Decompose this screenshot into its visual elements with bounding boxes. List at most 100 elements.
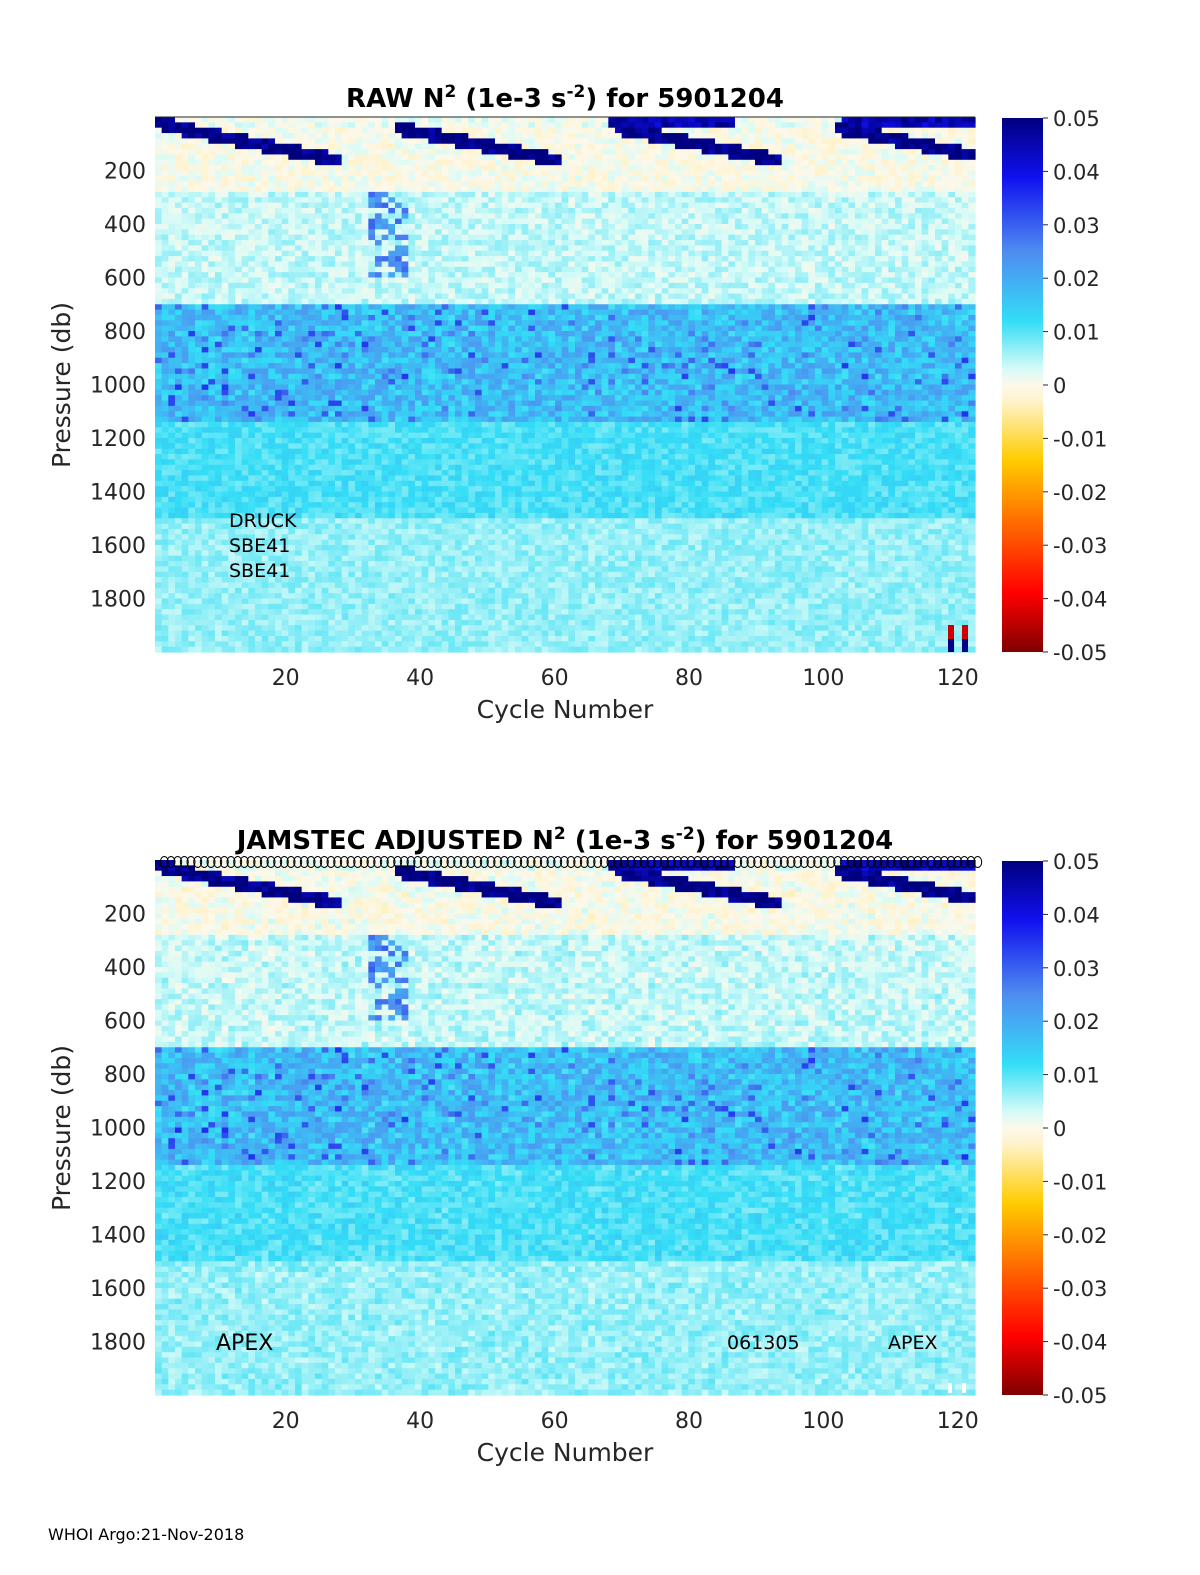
heatmap-cell [162, 240, 169, 246]
heatmap-cell [262, 615, 269, 621]
heatmap-cell [168, 326, 175, 332]
heatmap-cell [262, 160, 269, 166]
heatmap-cell [175, 304, 182, 310]
heatmap-cell [275, 149, 282, 155]
heatmap-cell [168, 315, 175, 321]
heatmap-cell [195, 122, 202, 128]
heatmap-cell [268, 465, 275, 471]
heatmap-cell [248, 315, 255, 321]
heatmap-cell [222, 604, 229, 610]
heatmap-cell [182, 433, 189, 439]
heatmap-cell [168, 176, 175, 182]
heatmap-cell [268, 497, 275, 503]
heatmap-cell [202, 144, 209, 150]
heatmap-cell [202, 245, 209, 251]
heatmap-cell [168, 486, 175, 492]
heatmap-cell [182, 379, 189, 385]
heatmap-cell [222, 240, 229, 246]
heatmap-cell [195, 566, 202, 572]
heatmap-cell [162, 540, 169, 546]
heatmap-cell [215, 149, 222, 155]
heatmap-cell [262, 438, 269, 444]
heatmap-cell [262, 582, 269, 588]
heatmap-cell [228, 272, 235, 278]
heatmap-cell [188, 294, 195, 300]
heatmap-cell [235, 406, 242, 412]
heatmap-cell [208, 395, 215, 401]
heatmap-cell [188, 438, 195, 444]
heatmap-cell [215, 545, 222, 551]
heatmap-cell [235, 245, 242, 251]
heatmap-cell [242, 475, 249, 481]
heatmap-cell [182, 475, 189, 481]
heatmap-cell [242, 144, 249, 150]
heatmap-cell [202, 465, 209, 471]
heatmap-cell [208, 310, 215, 316]
heatmap-cell [162, 229, 169, 235]
heatmap-cell [155, 508, 162, 514]
heatmap-cell [155, 229, 162, 235]
heatmap-cell [215, 475, 222, 481]
heatmap-cell [175, 245, 182, 251]
heatmap-cell [162, 187, 169, 193]
heatmap-cell [255, 288, 262, 294]
heatmap-cell [182, 133, 189, 139]
heatmap-cell [235, 240, 242, 246]
heatmap-cell [155, 502, 162, 508]
heatmap-cell [242, 299, 249, 305]
heatmap-cell [255, 256, 262, 262]
heatmap-cell [168, 320, 175, 326]
heatmap-cell [162, 566, 169, 572]
heatmap-cell [242, 331, 249, 337]
heatmap-cell [188, 235, 195, 241]
heatmap-cell [222, 331, 229, 337]
heatmap-cell [228, 593, 235, 599]
heatmap-cell [248, 401, 255, 407]
heatmap-cell [275, 176, 282, 182]
heatmap-cell [262, 368, 269, 374]
heatmap-cell [155, 235, 162, 241]
heatmap-cell [208, 572, 215, 578]
heatmap-cell [268, 171, 275, 177]
heatmap-cell [188, 411, 195, 417]
heatmap-cell [242, 181, 249, 187]
heatmap-cell [222, 443, 229, 449]
heatmap-cell [208, 379, 215, 385]
heatmap-cell [228, 224, 235, 230]
heatmap-cell [222, 187, 229, 193]
heatmap-cell [255, 615, 262, 621]
heatmap-cell [248, 385, 255, 391]
heatmap-cell [242, 203, 249, 209]
heatmap-cell [208, 411, 215, 417]
heatmap-cell [235, 470, 242, 476]
heatmap-cell [182, 197, 189, 203]
heatmap-cell [202, 363, 209, 369]
heatmap-cell [155, 518, 162, 524]
heatmap-cell [228, 449, 235, 455]
heatmap-cell [275, 122, 282, 128]
heatmap-cell [255, 641, 262, 647]
heatmap-cell [155, 192, 162, 198]
heatmap-cell [262, 352, 269, 358]
heatmap-cell [235, 609, 242, 615]
heatmap-cell [268, 615, 275, 621]
heatmap-cell [208, 433, 215, 439]
heatmap-cell [182, 149, 189, 155]
heatmap-cell [242, 411, 249, 417]
heatmap-cell [175, 566, 182, 572]
heatmap-cell [175, 358, 182, 364]
heatmap-cell [222, 160, 229, 166]
heatmap-cell [202, 326, 209, 332]
heatmap-cell [228, 267, 235, 273]
heatmap-cell [222, 599, 229, 605]
heatmap-cell [235, 497, 242, 503]
heatmap-cell [195, 363, 202, 369]
heatmap-cell [235, 315, 242, 321]
heatmap-cell [222, 385, 229, 391]
heatmap-cell [202, 486, 209, 492]
heatmap-cell [188, 518, 195, 524]
heatmap-cell [182, 347, 189, 353]
heatmap-cell [215, 213, 222, 219]
heatmap-cell [222, 593, 229, 599]
heatmap-cell [175, 529, 182, 535]
